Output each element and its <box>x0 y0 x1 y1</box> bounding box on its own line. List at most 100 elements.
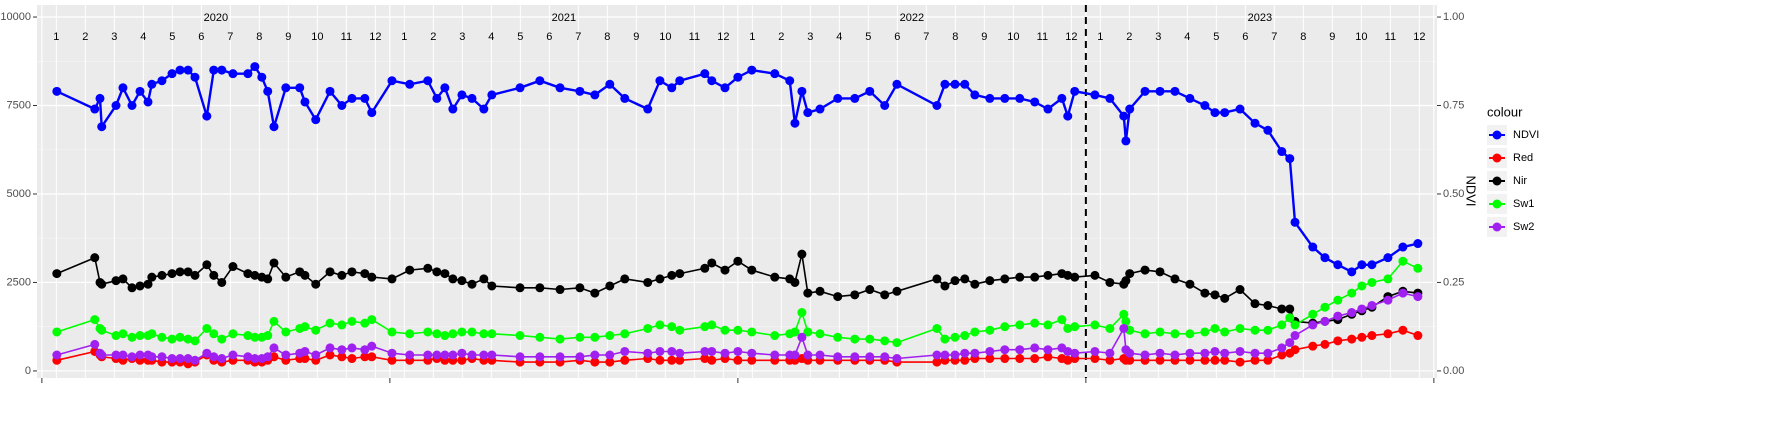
data-point <box>1250 348 1260 358</box>
data-point <box>720 83 730 93</box>
month-label: 9 <box>1329 31 1335 43</box>
data-point <box>440 83 450 93</box>
data-point <box>770 350 780 360</box>
data-point <box>347 343 357 353</box>
data-point <box>1357 281 1367 291</box>
data-point <box>147 329 157 339</box>
data-point <box>1063 346 1073 356</box>
month-label: 9 <box>633 31 639 43</box>
data-point <box>269 258 279 268</box>
data-point <box>281 83 291 93</box>
data-point <box>337 320 347 330</box>
data-point <box>118 329 128 339</box>
data-point <box>467 327 477 337</box>
data-point <box>1383 295 1393 305</box>
data-point <box>367 315 377 325</box>
data-point <box>797 86 807 96</box>
data-point <box>1357 260 1367 270</box>
data-point <box>1105 348 1115 358</box>
data-point <box>1090 346 1100 356</box>
data-point <box>1367 300 1377 310</box>
data-point <box>1070 322 1080 332</box>
month-label: 10 <box>1355 31 1367 43</box>
data-point <box>228 329 238 339</box>
data-point <box>281 350 291 360</box>
data-point <box>337 270 347 280</box>
data-point <box>1125 348 1135 358</box>
data-point <box>423 263 433 273</box>
data-point <box>347 316 357 326</box>
data-point <box>175 65 185 75</box>
data-point <box>1290 331 1300 341</box>
data-point <box>1170 274 1180 284</box>
y2-tick-label: 0.25 <box>1443 276 1464 288</box>
data-point <box>479 329 489 339</box>
data-point <box>1383 274 1393 284</box>
data-point <box>311 350 321 360</box>
data-point <box>337 345 347 355</box>
data-point <box>733 72 743 82</box>
data-point <box>118 350 128 360</box>
data-point <box>183 354 193 364</box>
data-point <box>790 118 800 128</box>
data-point <box>1285 338 1295 348</box>
data-point <box>52 269 62 279</box>
data-point <box>940 281 950 291</box>
data-point <box>1333 311 1343 321</box>
data-point <box>950 276 960 286</box>
data-point <box>970 279 980 289</box>
data-point <box>1235 323 1245 333</box>
data-point <box>515 331 525 341</box>
data-point <box>405 329 415 339</box>
data-point <box>850 290 860 300</box>
data-point <box>167 334 177 344</box>
data-point <box>1235 285 1245 295</box>
month-label: 11 <box>689 31 700 43</box>
data-point <box>643 277 653 287</box>
data-point <box>850 352 860 362</box>
year-label: 2021 <box>552 12 576 24</box>
data-point <box>803 327 813 337</box>
data-point <box>620 355 630 365</box>
data-point <box>467 350 477 360</box>
data-point <box>555 352 565 362</box>
data-point <box>1015 272 1025 282</box>
data-point <box>90 339 100 349</box>
data-point <box>880 336 890 346</box>
data-point <box>135 281 145 291</box>
data-point <box>590 332 600 342</box>
data-point <box>147 272 157 282</box>
data-point <box>667 83 677 93</box>
data-point <box>605 357 615 367</box>
data-point <box>135 331 145 341</box>
data-point <box>52 350 62 360</box>
data-point <box>1250 325 1260 335</box>
data-point <box>1170 350 1180 360</box>
data-point <box>405 79 415 89</box>
data-point <box>97 350 107 360</box>
data-point <box>700 346 710 356</box>
data-point <box>1285 313 1295 323</box>
legend-label: Nir <box>1513 175 1527 187</box>
data-point <box>90 315 100 325</box>
data-point <box>1413 239 1423 249</box>
data-point <box>970 327 980 337</box>
legend-swatch <box>1492 222 1502 232</box>
data-point <box>1277 350 1287 360</box>
data-point <box>157 270 167 280</box>
data-point <box>707 355 717 365</box>
data-point <box>190 270 200 280</box>
data-point <box>1121 136 1131 146</box>
month-label: 7 <box>1271 31 1277 43</box>
data-point <box>797 308 807 318</box>
year-label: 2022 <box>900 12 924 24</box>
data-point <box>1030 97 1040 107</box>
data-point <box>347 267 357 277</box>
data-point <box>1383 329 1393 339</box>
data-point <box>325 350 335 360</box>
data-point <box>865 352 875 362</box>
data-point <box>423 76 433 86</box>
data-point <box>423 327 433 337</box>
data-point <box>1285 154 1295 164</box>
data-point <box>1333 336 1343 346</box>
